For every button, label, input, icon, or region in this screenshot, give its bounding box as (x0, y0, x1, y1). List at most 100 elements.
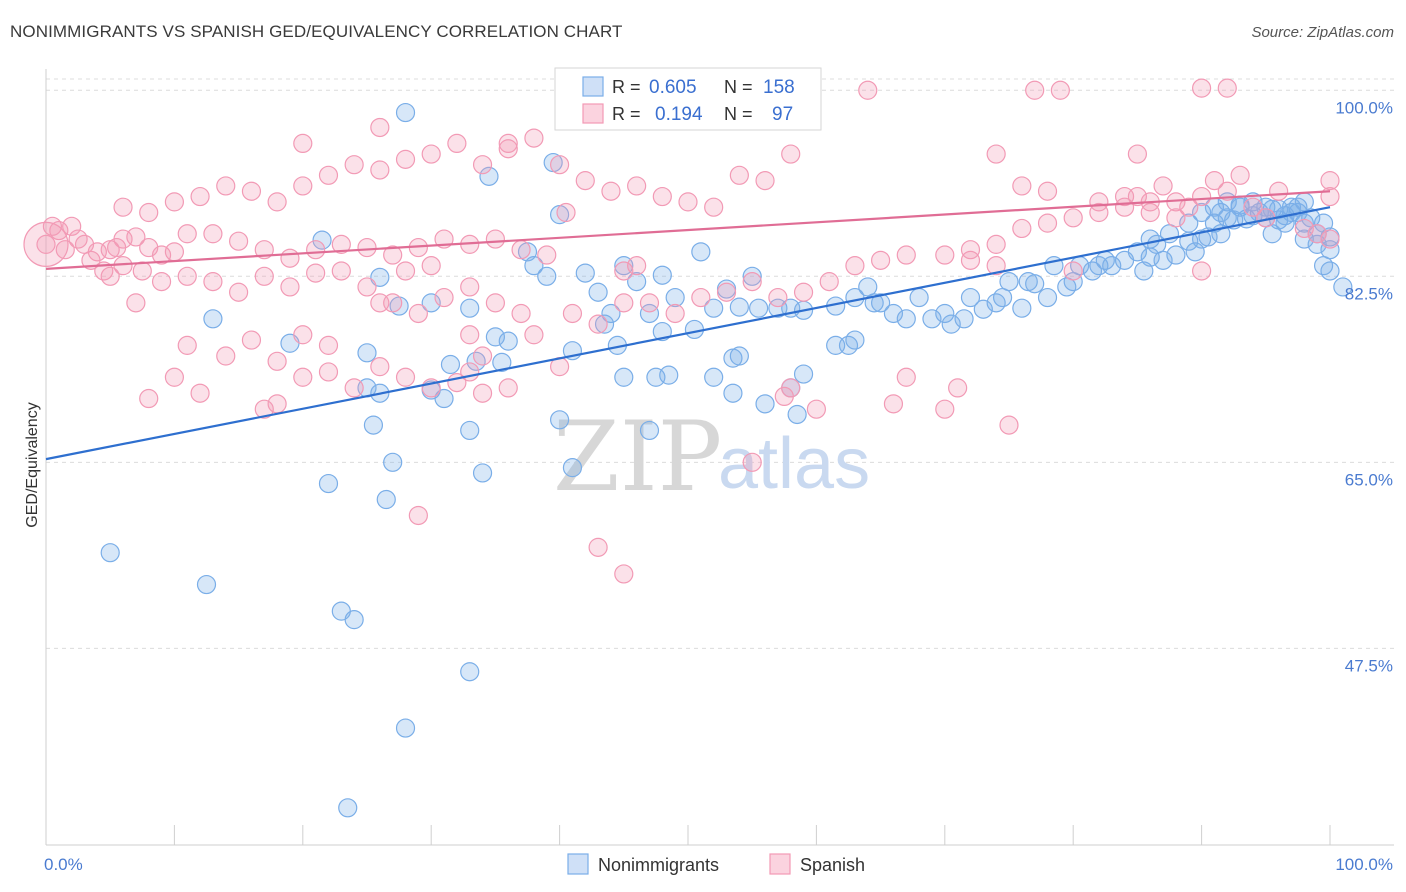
spanish-point (960, 250, 981, 270)
spanish-point (216, 346, 236, 366)
spanish-point (627, 256, 647, 276)
spanish-point (845, 256, 865, 276)
nonimmigrants-point (1191, 202, 1212, 223)
spanish-point (293, 325, 313, 345)
spanish-point (588, 537, 608, 557)
spanish-point (704, 197, 724, 217)
spanish-point (691, 287, 711, 308)
nonimmigrants-point (1134, 261, 1154, 281)
spanish-point (806, 399, 827, 419)
spanish-point (177, 224, 197, 244)
nonimmigrants-point (370, 267, 390, 287)
spanish-point (1140, 202, 1160, 223)
nonimmigrants-point (1018, 272, 1038, 292)
spanish-point (331, 234, 351, 254)
spanish-point (627, 176, 647, 196)
spanish-point (370, 160, 390, 180)
nonimmigrants-point (1166, 245, 1186, 265)
nonimmigrants-point (652, 321, 672, 342)
spanish-point (1320, 229, 1340, 249)
nonimmigrants-point (460, 420, 480, 441)
spanish-point (318, 335, 339, 355)
gridlines (46, 78, 1394, 649)
spanish-point (1243, 197, 1263, 217)
spanish-point (1217, 78, 1237, 98)
spanish-point (511, 240, 531, 260)
spanish-point (665, 303, 685, 324)
spanish-point (472, 346, 493, 366)
axes (45, 69, 1394, 846)
spanish-point (1307, 224, 1327, 244)
y-tick-labels: 47.5% 65.0% 82.5% 100.0% (1335, 98, 1393, 675)
spanish-point (434, 287, 454, 308)
spanish-point (331, 261, 351, 281)
nonimmigrants-point (986, 293, 1006, 313)
spanish-point (742, 452, 762, 472)
spanish-point (306, 263, 326, 283)
spanish-point (498, 133, 518, 154)
nonimmigrants-point (524, 256, 544, 276)
nonimmigrants-point (704, 298, 724, 318)
nonimmigrants-point (549, 410, 570, 430)
nonimmigrants-point (723, 383, 743, 403)
chart-title: NONIMMIGRANTS VS SPANISH GED/EQUIVALENCY… (10, 22, 623, 41)
spanish-point (485, 229, 505, 249)
spanish-trend-line (45, 190, 1331, 270)
spanish-point (896, 367, 916, 387)
nonimmigrants-point (318, 473, 339, 494)
spanish-point (344, 378, 364, 398)
nonimmigrants-point (896, 309, 916, 329)
spanish-point (267, 192, 287, 212)
nonimmigrants-point (1262, 224, 1282, 244)
nonimmigrants-point (627, 272, 647, 292)
spanish-point (68, 229, 88, 249)
spanish-point (1166, 208, 1186, 228)
nonimmigrants-point (659, 365, 679, 385)
spanish-point (357, 237, 377, 258)
spanish-point (870, 250, 891, 270)
y-tick-label-2: 82.5% (1345, 284, 1393, 303)
spanish-point (524, 325, 544, 345)
spanish-point (139, 388, 159, 409)
spanish-point (1063, 208, 1083, 228)
stats-r-label-1: R = (612, 77, 641, 97)
spanish-point (472, 155, 493, 175)
spanish-point (511, 303, 531, 324)
spanish-point (370, 117, 390, 138)
spanish-point (1204, 171, 1225, 191)
spanish-point (164, 367, 184, 387)
nonimmigrants-point (883, 303, 904, 324)
nonimmigrants-point (344, 610, 364, 630)
spanish-point (537, 245, 557, 265)
watermark-zip: ZIP (553, 401, 722, 513)
spanish-point (55, 240, 75, 260)
x-tick-label-min: 0.0% (44, 855, 83, 874)
spanish-point (1089, 192, 1109, 212)
spanish-point (395, 149, 416, 169)
nonimmigrants-point (395, 102, 416, 123)
spanish-point (408, 303, 428, 324)
spanish-point (203, 272, 223, 292)
spanish-point-large (23, 221, 69, 267)
spanish-point (935, 245, 955, 265)
nonimmigrants-point (1275, 213, 1295, 233)
spanish-point (306, 240, 326, 260)
nonimmigrants-point (1185, 242, 1205, 262)
nonimmigrants-point (691, 242, 711, 262)
nonimmigrants-point (562, 458, 583, 478)
spanish-point (36, 234, 56, 254)
y-tick-label-0: 47.5% (1345, 656, 1393, 675)
spanish-point (614, 261, 634, 281)
spanish-point (229, 231, 249, 251)
nonimmigrants-point (485, 327, 505, 347)
spanish-point (151, 272, 172, 292)
nonimmigrants-point (338, 798, 358, 818)
spanish-point (421, 144, 441, 164)
spanish-point (126, 293, 146, 313)
spanish-point (318, 165, 339, 185)
nonimmigrants-point (440, 354, 461, 375)
spanish-point (498, 378, 518, 398)
nonimmigrants-point (941, 314, 961, 334)
series-nonimmigrants-points (100, 102, 1353, 818)
